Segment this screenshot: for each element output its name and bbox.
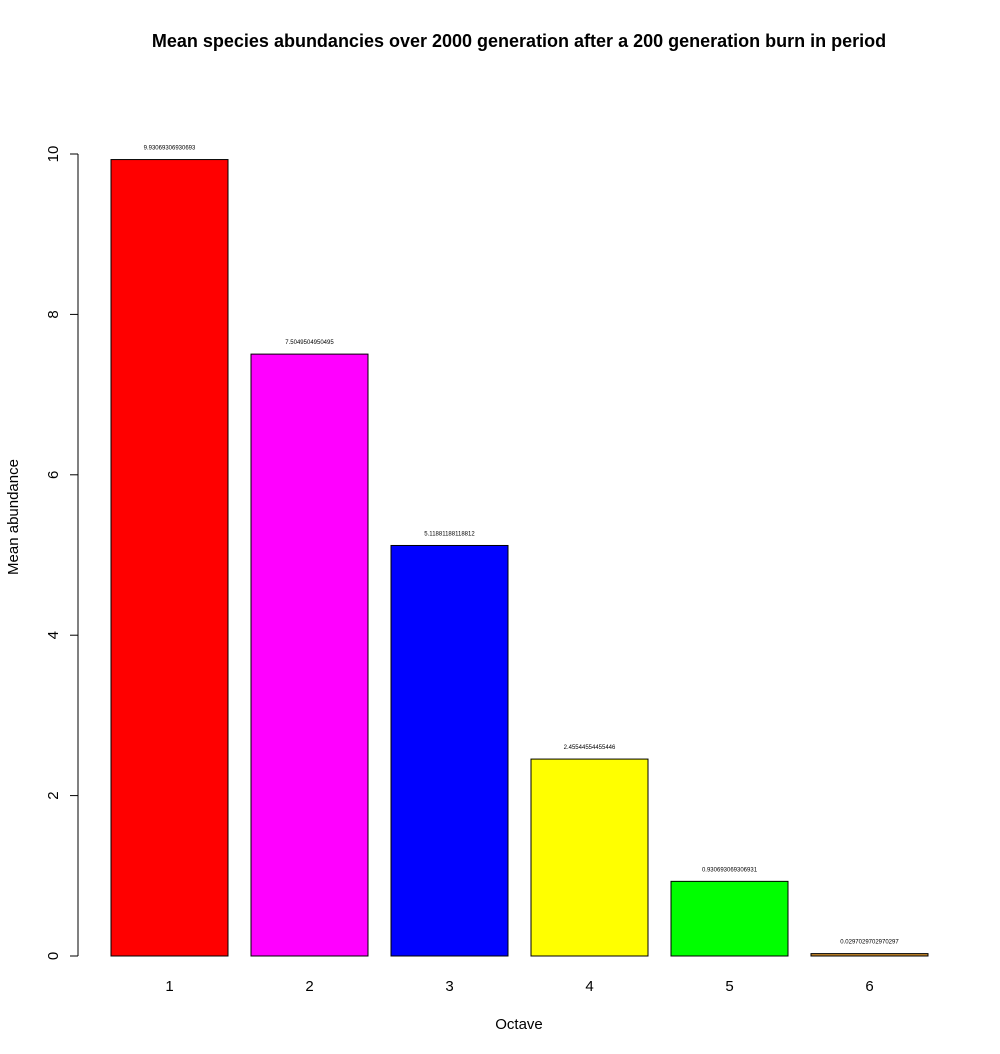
bar-octave-3 [390, 544, 509, 957]
y-tick-label: 10 [45, 146, 62, 163]
x-tick-label: 1 [165, 978, 173, 995]
y-axis: 0 2 4 6 8 10 [45, 146, 79, 960]
data-label-octave-2: 7.5049504950495 [285, 340, 334, 346]
data-label-octave-6: 0.0297029702970297 [840, 940, 899, 946]
chart-title: Mean species abundancies over 2000 gener… [152, 31, 886, 51]
y-tick-label: 4 [45, 631, 62, 639]
y-tick-label: 0 [45, 952, 62, 960]
data-label-octave-4: 2.45544554455446 [564, 745, 616, 751]
bar-octave-1 [110, 159, 229, 957]
y-axis-label: Mean abundance [5, 459, 22, 575]
data-label-octave-1: 9.93069306930693 [144, 146, 196, 152]
x-tick-label: 3 [445, 978, 453, 995]
bars [110, 159, 929, 957]
bar-octave-4 [530, 758, 649, 957]
data-label-octave-3: 5.11881188118812 [424, 531, 475, 537]
x-axis-label: Octave [495, 1016, 543, 1033]
data-label-octave-5: 0.930693069306931 [702, 867, 758, 873]
bar-octave-2 [250, 353, 369, 957]
data-labels: 9.93069306930693 7.5049504950495 5.1188118… [144, 146, 900, 946]
x-tick-label: 5 [725, 978, 733, 995]
bar-octave-6 [810, 953, 929, 957]
y-tick-label: 6 [45, 471, 62, 479]
y-tick-label: 2 [45, 791, 62, 799]
x-tick-label: 4 [585, 978, 593, 995]
bar-octave-5 [670, 880, 789, 957]
y-tick-label: 8 [45, 310, 62, 318]
x-tick-label: 6 [865, 978, 873, 995]
x-axis-tick-labels: 1 2 3 4 5 6 [165, 978, 873, 995]
x-tick-label: 2 [305, 978, 313, 995]
